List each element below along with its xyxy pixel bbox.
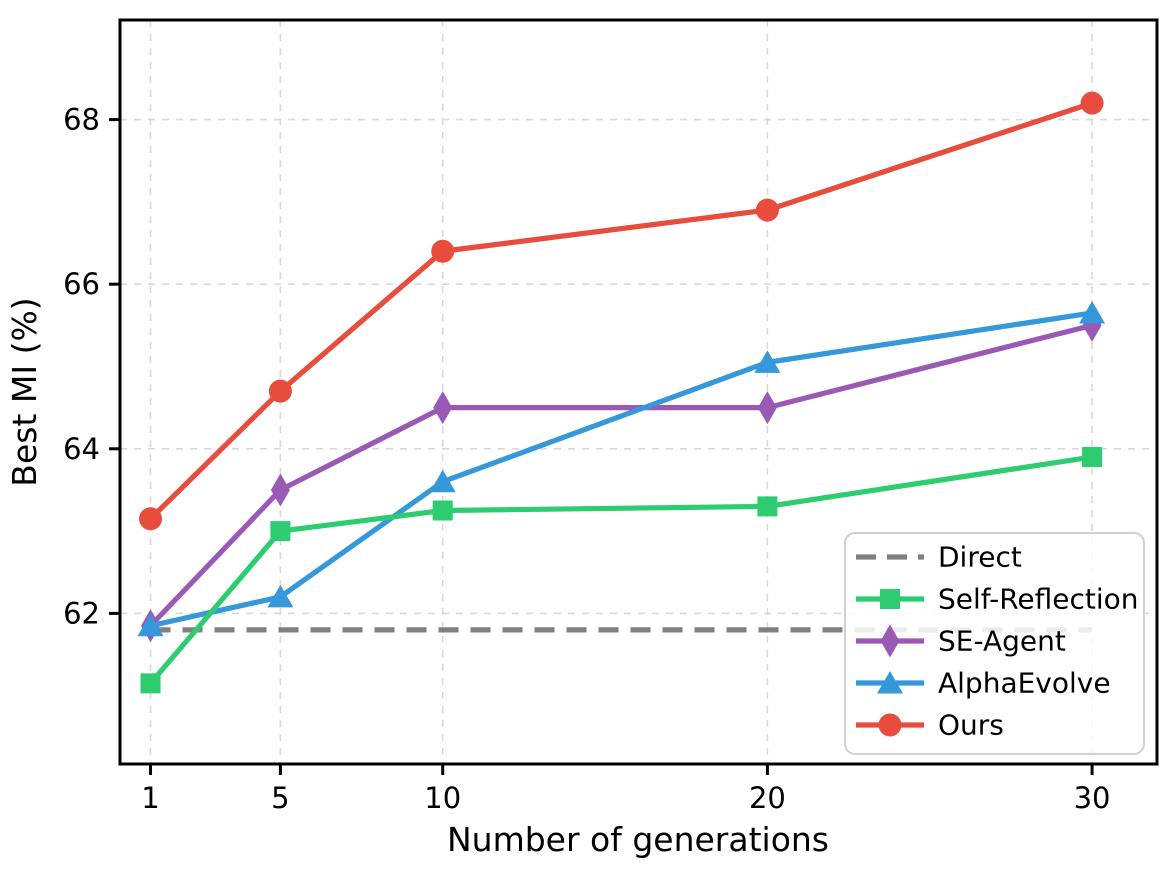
legend-label: Ours bbox=[938, 709, 1004, 742]
diamond-marker bbox=[757, 391, 777, 425]
triangle-marker bbox=[877, 671, 903, 694]
diamond-marker bbox=[880, 624, 900, 658]
gridlines bbox=[120, 20, 1157, 764]
y-tick-label: 68 bbox=[63, 103, 100, 137]
diamond-marker bbox=[433, 391, 453, 425]
square-marker bbox=[432, 500, 453, 521]
circle-marker bbox=[755, 198, 779, 222]
square-marker bbox=[1082, 447, 1103, 468]
series-alphaevolve bbox=[137, 300, 1106, 637]
legend-label: SE-Agent bbox=[938, 625, 1066, 658]
series-line-ours bbox=[147, 100, 1095, 522]
series-layer bbox=[137, 91, 1106, 694]
triangle-marker bbox=[137, 613, 164, 637]
legend-label: AlphaEvolve bbox=[938, 667, 1111, 700]
x-tick-label: 10 bbox=[424, 781, 461, 815]
y-axis-label: Best MI (%) bbox=[5, 297, 44, 486]
axes-border bbox=[118, 18, 1159, 766]
y-tick-label: 66 bbox=[63, 267, 100, 301]
x-tick-label: 30 bbox=[1074, 781, 1111, 815]
x-axis-label: Number of generations bbox=[447, 820, 829, 859]
legend-box bbox=[844, 532, 1145, 755]
axis-ticks: 1 5 10 20 30 62 64 66 68 bbox=[63, 103, 1110, 815]
legend-label: Direct bbox=[938, 541, 1022, 574]
x-tick-label: 20 bbox=[749, 781, 786, 815]
circle-marker bbox=[878, 713, 902, 737]
triangle-marker bbox=[429, 469, 456, 493]
legend: Direct Self-Reflection SE-Agent AlphaEvolve… bbox=[844, 532, 1145, 755]
square-marker bbox=[140, 673, 161, 694]
legend-item-direct: Direct bbox=[856, 541, 1022, 574]
series-ours bbox=[139, 91, 1104, 531]
legend-item-self-reflection: Self-Reflection bbox=[856, 583, 1139, 616]
circle-marker bbox=[1080, 91, 1104, 115]
triangle-marker bbox=[1079, 300, 1106, 324]
circle-marker bbox=[431, 239, 455, 263]
legend-label: Self-Reflection bbox=[938, 583, 1139, 616]
series-se-agent bbox=[141, 308, 1102, 643]
y-tick-label: 64 bbox=[63, 432, 100, 466]
diamond-marker bbox=[270, 473, 290, 507]
square-marker bbox=[757, 496, 778, 517]
x-tick-label: 1 bbox=[141, 781, 159, 815]
triangle-marker bbox=[754, 350, 781, 373]
legend-item-alphaevolve: AlphaEvolve bbox=[856, 667, 1111, 700]
circle-marker bbox=[139, 507, 163, 531]
x-tick-label: 5 bbox=[271, 781, 289, 815]
legend-item-se-agent: SE-Agent bbox=[856, 624, 1066, 658]
triangle-marker bbox=[267, 584, 294, 608]
circle-marker bbox=[268, 379, 292, 403]
square-marker bbox=[880, 589, 900, 609]
plot-frame bbox=[118, 18, 1159, 766]
y-tick-label: 62 bbox=[63, 596, 100, 630]
square-marker bbox=[270, 521, 291, 542]
legend-item-ours: Ours bbox=[856, 709, 1004, 742]
series-self-reflection bbox=[140, 447, 1103, 694]
